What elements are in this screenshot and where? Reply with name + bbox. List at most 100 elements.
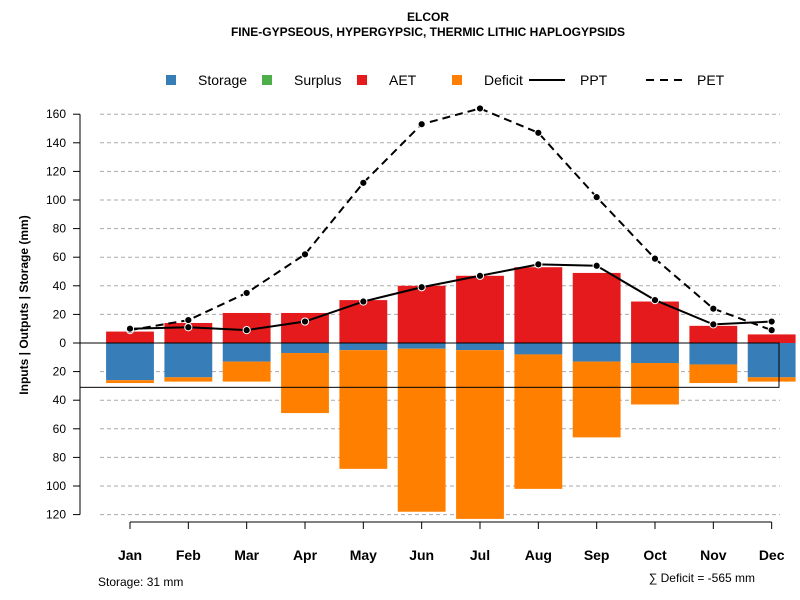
point-ppt-apr [300,317,310,326]
y-tick-label: 80 [53,450,67,464]
x-tick-label-aug: Aug [525,547,552,563]
x-tick-label-nov: Nov [700,547,727,563]
point-pet-jun [417,120,426,129]
y-tick-label: 120 [46,164,66,178]
x-tick-label-oct: Oct [643,547,667,563]
bar-deficit-nov [689,364,738,384]
point-ppt-aug [534,260,543,269]
x-tick-label-dec: Dec [759,547,785,563]
legend-label-storage: Storage [198,72,247,88]
x-tick-label-jun: Jun [409,547,434,563]
y-tick-label: 0 [59,336,66,350]
bar-deficit-sep [572,361,621,438]
bar-aet-nov [689,325,738,343]
bar-storage-jul [456,343,504,351]
legend-label-deficit: Deficit [484,72,523,88]
point-pet-sep [592,193,601,202]
point-ppt-oct [650,296,660,305]
x-tick-label-jul: Jul [470,547,490,563]
chart-title: ELCOR [407,10,449,24]
legend-label-surplus: Surplus [294,72,341,88]
bar-storage-nov [689,343,738,365]
line-ppt [129,263,772,332]
y-tick-label: 20 [53,365,67,379]
bar-aet-jun [397,285,446,343]
point-ppt-feb [184,323,193,332]
line-pet [129,107,773,332]
bar-storage-jan [106,343,154,381]
point-ppt-jul [475,271,485,280]
y-tick-label: 60 [53,422,67,436]
point-pet-nov [709,304,718,313]
bar-aet-aug [514,267,563,343]
point-ppt-jun [417,283,426,292]
point-pet-dec [767,326,776,335]
bar-storage-dec [747,343,796,378]
series-lines [125,104,776,335]
y-tick-label: 120 [46,508,66,522]
legend-swatch-storage [166,75,176,85]
deficit-note: ∑ Deficit = -565 mm [649,571,755,585]
x-tick-label-may: May [350,547,377,563]
y-tick-label: 160 [46,107,66,121]
legend-swatch-deficit [452,75,462,85]
point-pet-oct [650,254,660,263]
y-tick-label: 20 [53,307,67,321]
bar-aet-jan [106,331,154,343]
y-tick-label: 80 [53,222,67,236]
point-pet-mar [242,288,251,298]
bar-storage-oct [631,343,679,364]
point-pet-may [359,178,368,187]
bar-storage-may [339,343,388,351]
legend-swatch-surplus [262,75,272,85]
x-tick-label-feb: Feb [176,547,201,563]
y-tick-label: 100 [46,479,66,493]
axes: 160 140 120 100 80 60 40 20 0 20 40 60 80 100 120 Jan Fe… [46,107,785,563]
y-tick-label: 40 [53,393,67,407]
point-pet-apr [300,250,310,259]
bars [79,267,796,519]
bar-deficit-dec [747,377,796,382]
bar-deficit-jan [106,380,154,384]
point-pet-aug [534,128,543,137]
x-tick-label-apr: Apr [293,547,318,563]
y-tick-label: 60 [53,250,67,264]
point-pet-feb [184,316,193,325]
bar-aet-oct [631,301,679,343]
bar-deficit-apr [281,353,329,414]
bar-aet-jul [456,275,504,343]
legend-label-pet: PET [697,72,725,88]
bar-deficit-feb [164,377,213,382]
bar-storage-aug [514,343,563,355]
chart-subtitle: FINE-GYPSEOUS, HYPERGYPSIC, THERMIC LITH… [231,25,625,39]
bar-deficit-may [339,350,388,469]
bar-storage-feb [164,343,213,378]
storage-note: Storage: 31 mm [98,575,183,589]
point-ppt-nov [709,320,718,329]
point-ppt-jan [125,324,135,333]
x-tick-label-jan: Jan [118,547,142,563]
bar-aet-dec [747,334,796,343]
bar-aet-sep [572,272,621,343]
y-tick-label: 100 [46,193,66,207]
point-ppt-sep [592,261,601,270]
point-ppt-may [359,297,368,306]
y-axis-title: Inputs | Outputs | Storage (mm) [17,215,31,394]
legend-label-ppt: PPT [580,72,608,88]
x-tick-label-mar: Mar [234,547,259,563]
point-pet-jul [475,104,485,113]
bar-deficit-oct [631,363,679,405]
y-tick-label: 140 [46,136,66,150]
bar-storage-jun [397,343,446,349]
legend: Storage Surplus AET Deficit PPT PET [166,72,725,88]
bar-storage-mar [222,343,271,362]
x-tick-label-sep: Sep [584,547,610,563]
point-ppt-mar [242,326,251,335]
bar-storage-sep [572,343,621,362]
bar-deficit-aug [514,354,563,489]
legend-swatch-aet [357,75,367,85]
y-tick-label: 40 [53,279,67,293]
bar-deficit-mar [222,361,271,382]
point-ppt-dec [767,317,776,326]
